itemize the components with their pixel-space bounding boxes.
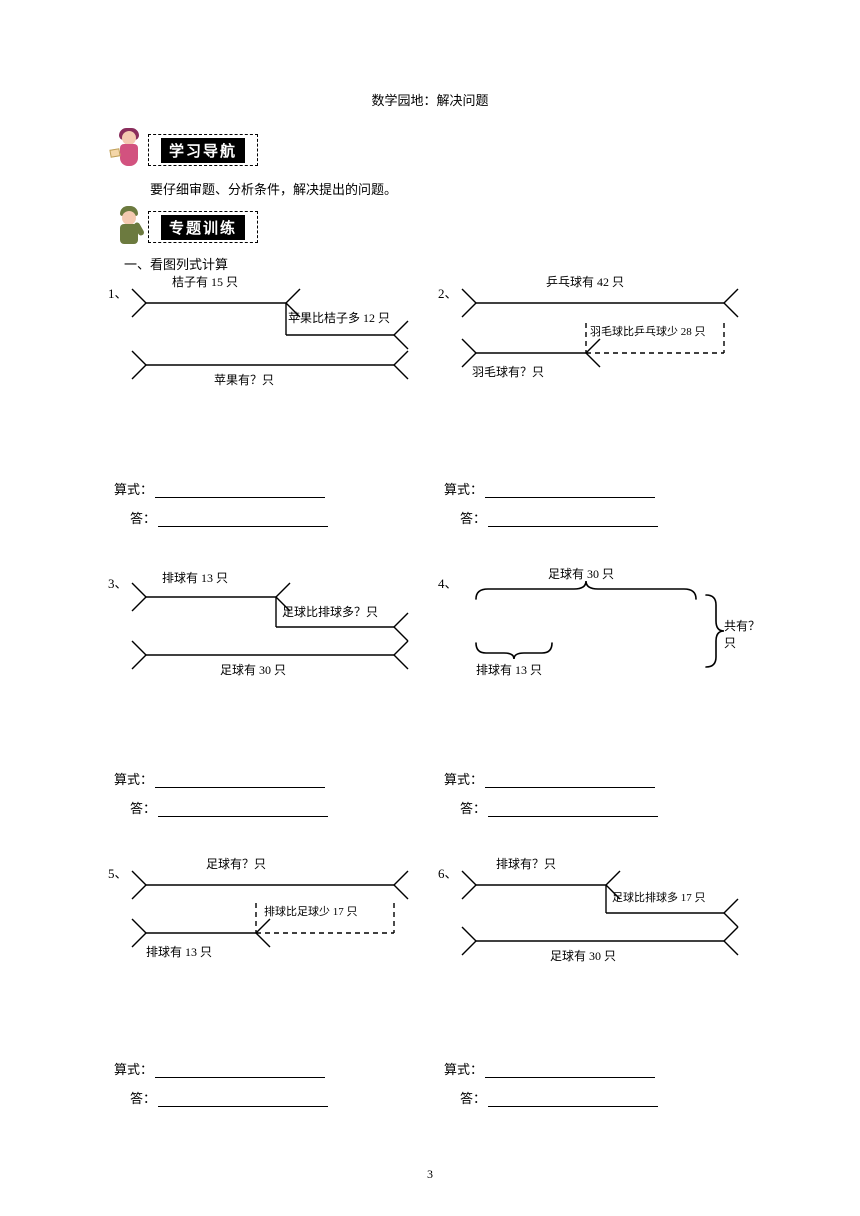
page-number: 3 — [0, 1167, 860, 1182]
label: 足球有 30 只 — [220, 661, 286, 678]
answer-block: 算式： 答： — [114, 1049, 410, 1117]
label: 桔子有 15 只 — [172, 273, 238, 290]
equation-blank[interactable] — [485, 1064, 655, 1078]
problem-number: 6、 — [438, 863, 458, 882]
answer-block: 算式： 答： — [444, 1049, 740, 1117]
equation-label: 算式： — [114, 1059, 153, 1078]
problem-6: 6、 排球有？只 足球比排球多 17 只 — [450, 855, 740, 1145]
label: 足球有 30 只 — [550, 947, 616, 964]
problems-grid: 1、 — [120, 275, 740, 1145]
problem-3: 3、 排球有 13 只 足球比排球多？只 — [120, 565, 410, 855]
label: 羽毛球比乒乓球少 28 只 — [590, 323, 706, 339]
label: 排球有 13 只 — [476, 661, 542, 678]
answer-blank[interactable] — [158, 513, 328, 527]
label: 足球有？只 — [206, 855, 266, 872]
intro-text: 要仔细审题、分析条件，解决提出的问题。 — [150, 179, 740, 198]
problem-number: 3、 — [108, 573, 128, 592]
page: 数学园地：解决问题 学习导航 要仔细审题、分析条件，解决提出的问题。 专题训练 … — [0, 0, 860, 1185]
answer-block: 算式： 答： — [114, 469, 410, 537]
answer-blank[interactable] — [158, 1093, 328, 1107]
problem-1: 1、 — [120, 275, 410, 565]
equation-blank[interactable] — [485, 774, 655, 788]
teacher-icon — [112, 127, 148, 173]
equation-blank[interactable] — [155, 1064, 325, 1078]
answer-block: 算式： 答： — [114, 759, 410, 827]
label: 羽毛球有？只 — [472, 363, 544, 380]
label: 足球比排球多？只 — [282, 603, 378, 620]
equation-label: 算式： — [444, 1059, 483, 1078]
equation-blank[interactable] — [485, 484, 655, 498]
answer-blank[interactable] — [158, 803, 328, 817]
soldier-icon — [112, 204, 148, 250]
answer-blank[interactable] — [488, 803, 658, 817]
answer-block: 算式： 答： — [444, 469, 740, 537]
badge-box-2: 专题训练 — [148, 211, 258, 243]
label: 苹果比桔子多 12 只 — [288, 309, 390, 326]
badge-label-1: 学习导航 — [161, 138, 245, 163]
answer-label: 答： — [460, 1088, 486, 1107]
answer-block: 算式： 答： — [444, 759, 740, 827]
diagram-5: 足球有？只 排球比足球少 17 只 排球有 13 只 — [126, 859, 426, 989]
label: 排球有 13 只 — [162, 569, 228, 586]
label: 足球有 30 只 — [548, 565, 614, 582]
answer-label: 答： — [130, 508, 156, 527]
diagram-1: 桔子有 15 只 苹果比桔子多 12 只 苹果有？只 — [126, 279, 426, 409]
problem-2: 2、 — [450, 275, 740, 565]
badge-row-1: 学习导航 — [112, 127, 740, 173]
problem-4: 4、 足球有 30 只 排球有 13 只 共有？只 算式： — [450, 565, 740, 855]
label: 苹果有？只 — [214, 371, 274, 388]
equation-label: 算式： — [114, 769, 153, 788]
problem-number: 4、 — [438, 573, 458, 592]
answer-blank[interactable] — [488, 513, 658, 527]
diagram-2: 乒乓球有 42 只 羽毛球比乒乓球少 28 只 羽毛球有？只 — [456, 279, 756, 409]
label: 排球比足球少 17 只 — [264, 903, 358, 919]
problem-number: 2、 — [438, 283, 458, 302]
label: 乒乓球有 42 只 — [546, 273, 624, 290]
problem-number: 5、 — [108, 863, 128, 882]
answer-blank[interactable] — [488, 1093, 658, 1107]
problem-5: 5、 足球有 — [120, 855, 410, 1145]
diagram-6: 排球有？只 足球比排球多 17 只 足球有 30 只 — [456, 859, 756, 989]
label: 排球有 13 只 — [146, 943, 212, 960]
label: 排球有？只 — [496, 855, 556, 872]
equation-label: 算式： — [444, 769, 483, 788]
answer-label: 答： — [130, 1088, 156, 1107]
badge-label-2: 专题训练 — [161, 215, 245, 240]
diagram-3: 排球有 13 只 足球比排球多？只 足球有 30 只 — [126, 569, 426, 699]
section-title: 一、看图列式计算 — [124, 254, 740, 273]
diagram-4: 足球有 30 只 排球有 13 只 共有？只 — [456, 569, 756, 699]
equation-label: 算式： — [114, 479, 153, 498]
label: 共有？只 — [724, 617, 770, 651]
equation-label: 算式： — [444, 479, 483, 498]
badge-row-2: 专题训练 — [112, 204, 740, 250]
page-title: 数学园地：解决问题 — [120, 90, 740, 109]
equation-blank[interactable] — [155, 774, 325, 788]
badge-box-1: 学习导航 — [148, 134, 258, 166]
label: 足球比排球多 17 只 — [612, 889, 706, 905]
answer-label: 答： — [460, 798, 486, 817]
problem-number: 1、 — [108, 283, 128, 302]
equation-blank[interactable] — [155, 484, 325, 498]
answer-label: 答： — [130, 798, 156, 817]
answer-label: 答： — [460, 508, 486, 527]
